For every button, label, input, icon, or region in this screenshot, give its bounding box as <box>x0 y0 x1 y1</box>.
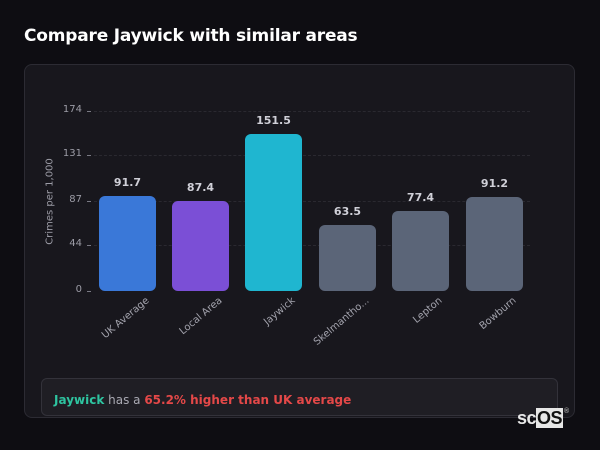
gridline <box>94 245 530 247</box>
logo-os: OS <box>536 408 564 428</box>
bar-local-area[interactable] <box>172 200 229 291</box>
bar-value-label: 91.7 <box>113 176 142 190</box>
bar-skelmantho[interactable] <box>319 225 376 291</box>
y-tick-label: 131 <box>62 148 82 160</box>
scos-logo: scOS ® <box>517 408 569 429</box>
y-tick-label: 44 <box>69 238 82 250</box>
bar-value-label: 151.5 <box>256 114 291 128</box>
bar-uk-average[interactable] <box>99 196 156 291</box>
logo-sc: sc <box>517 408 537 428</box>
gridline <box>94 201 530 202</box>
x-tick-label: Local Area <box>177 295 225 338</box>
gridline <box>94 155 530 157</box>
bar-jaywick[interactable] <box>245 134 302 291</box>
summary-place: Jaywick <box>54 393 105 407</box>
x-tick-label: UK Average <box>99 295 152 342</box>
x-tick-label: Skelmantho... <box>311 295 372 348</box>
summary-callout: Jaywick has a 65.2% higher than UK avera… <box>41 378 558 416</box>
y-tick-mark <box>87 245 91 247</box>
y-tick-mark <box>87 111 91 112</box>
gridline <box>94 111 530 112</box>
page-title: Compare Jaywick with similar areas <box>24 26 358 46</box>
x-tick-label: Lepton <box>410 295 445 326</box>
y-tick-mark <box>87 155 91 157</box>
summary-stat: 65.2% higher than UK average <box>144 393 352 407</box>
y-tick-label: 0 <box>75 284 82 295</box>
y-tick-mark <box>87 291 91 292</box>
logo-reg: ® <box>564 408 569 415</box>
bar-value-label: 91.2 <box>480 176 509 190</box>
y-tick-label: 87 <box>69 194 82 205</box>
bar-lepton[interactable] <box>392 210 449 291</box>
bar-value-label: 87.4 <box>186 180 215 194</box>
y-tick-mark <box>87 201 91 202</box>
bar-value-label: 63.5 <box>333 205 362 219</box>
x-tick-label: Bowburn <box>477 295 519 333</box>
bar-bowburn[interactable] <box>466 196 523 291</box>
y-tick-label: 174 <box>62 104 82 115</box>
summary-text: has a <box>104 393 145 407</box>
x-tick-label: Jaywick <box>261 295 298 328</box>
bar-value-label: 77.4 <box>406 190 435 204</box>
